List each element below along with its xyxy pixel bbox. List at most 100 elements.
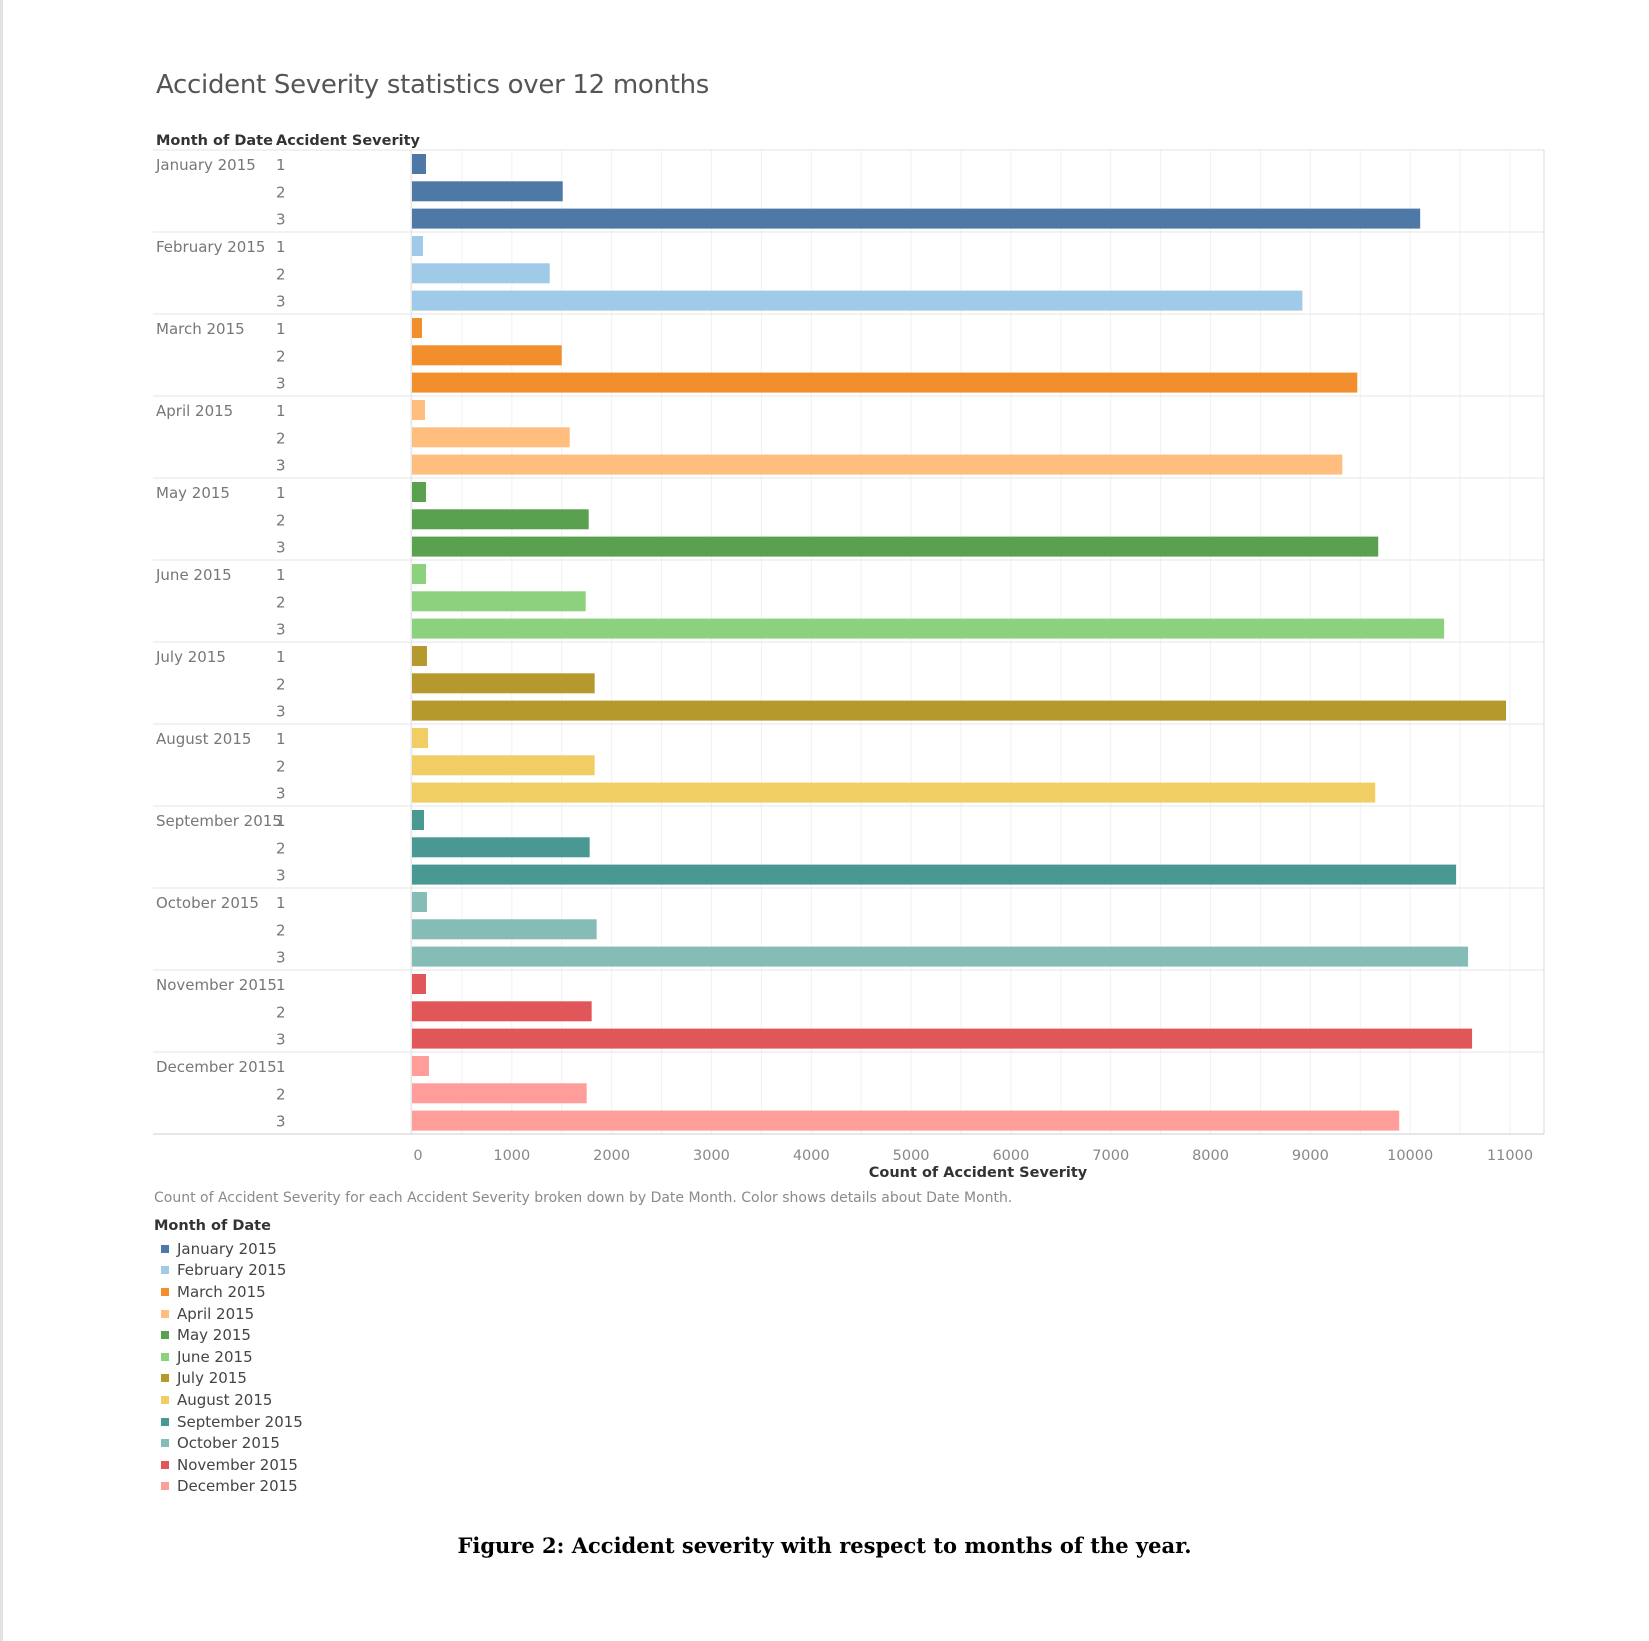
page-edge [0,0,3,1641]
legend-label: December 2015 [177,1477,298,1496]
legend-item: December 2015 [154,1476,303,1498]
severity-label: 1 [276,812,286,830]
bar [412,946,1469,967]
bar [412,509,589,530]
severity-label: 1 [276,730,286,748]
bar [412,318,422,338]
bar [412,1056,429,1076]
x-tick-label: 6000 [992,1148,1029,1164]
severity-label: 3 [276,1113,286,1131]
bar [412,454,1343,475]
legend: Month of Date January 2015 February 2015 M… [154,1218,303,1497]
x-tick-label: 0 [413,1148,422,1164]
month-label: January 2015 [155,156,256,174]
severity-label: 3 [276,293,286,311]
legend-label: March 2015 [177,1282,266,1301]
month-label: August 2015 [156,730,251,748]
legend-swatch [161,1309,169,1318]
severity-label: 1 [276,648,286,666]
legend-item: August 2015 [154,1389,303,1411]
bar [412,536,1379,557]
x-axis-title: Count of Accident Severity [869,1165,1088,1180]
bar [412,810,424,830]
x-axis: 0 1000 2000 3000 4000 5000 6000 7000 8000 9000 100… [413,1148,1533,1164]
month-label: September 2015 [156,812,282,830]
row-header-severity: Accident Severity [276,133,421,149]
severity-label: 2 [276,921,286,939]
legend-item: April 2015 [154,1303,303,1325]
bar [412,864,1457,885]
month-label: April 2015 [156,402,233,420]
severity-label: 3 [276,621,286,639]
severity-label: 3 [276,211,286,229]
legend-swatch [161,1417,169,1426]
month-label: June 2015 [155,566,232,584]
bar [412,1028,1473,1049]
month-label: October 2015 [156,894,259,912]
bar [412,591,586,612]
month-label: November 2015 [156,976,277,994]
legend-label: May 2015 [177,1326,251,1345]
x-tick-label: 2000 [593,1148,630,1164]
x-tick-label: 8000 [1192,1148,1229,1164]
bar [412,400,425,420]
legend-item: September 2015 [154,1411,303,1433]
bar [412,755,595,776]
chart-caption: Count of Accident Severity for each Acci… [154,1190,1013,1206]
bar [412,1110,1400,1131]
x-tick-label: 5000 [893,1148,930,1164]
severity-label: 3 [276,867,286,885]
severity-label: 2 [276,593,286,611]
bar [412,1083,587,1104]
bar-chart: January 2015 1 2 3 February 2015 1 2 3 March 201… [153,133,1545,1180]
legend-swatch [161,1460,169,1469]
x-tick-label: 9000 [1292,1148,1329,1164]
legend-label: November 2015 [177,1455,298,1474]
bar [412,919,597,940]
severity-label: 1 [276,566,286,584]
legend-item: March 2015 [154,1281,303,1303]
severity-label: 2 [276,429,286,447]
severity-label: 2 [276,839,286,857]
severity-label: 2 [276,347,286,365]
legend-swatch [161,1439,169,1448]
month-label: December 2015 [156,1058,277,1076]
month-label: February 2015 [156,238,265,256]
legend-item: June 2015 [154,1346,303,1368]
bar [412,208,1421,229]
bar [412,181,563,202]
bar [412,345,562,366]
bar [412,646,427,666]
bar [412,263,550,284]
bar [412,1001,592,1022]
month-label: March 2015 [156,320,245,338]
month-label: July 2015 [155,648,226,666]
severity-label: 1 [276,894,286,912]
legend-label: June 2015 [177,1347,253,1366]
bar [412,618,1445,639]
bar [412,564,426,584]
bar [412,372,1358,393]
severity-label: 1 [276,238,286,256]
severity-label: 2 [276,1085,286,1103]
x-tick-label: 11000 [1487,1148,1533,1164]
x-tick-label: 4000 [793,1148,830,1164]
legend-swatch [161,1331,169,1340]
severity-label: 1 [276,484,286,502]
severity-label: 2 [276,675,286,693]
severity-label: 3 [276,703,286,721]
bar [412,290,1303,311]
severity-label: 1 [276,402,286,420]
x-tick-label: 7000 [1092,1148,1129,1164]
legend-swatch [161,1482,169,1491]
severity-label: 2 [276,1003,286,1021]
legend-item: July 2015 [154,1368,303,1390]
legend-swatch [161,1287,169,1296]
bar [412,837,590,858]
chart-frame [153,149,1545,1135]
severity-label: 3 [276,785,286,803]
legend-title: Month of Date [154,1218,271,1234]
severity-label: 2 [276,183,286,201]
severity-label: 1 [276,976,286,994]
bar [412,728,428,748]
